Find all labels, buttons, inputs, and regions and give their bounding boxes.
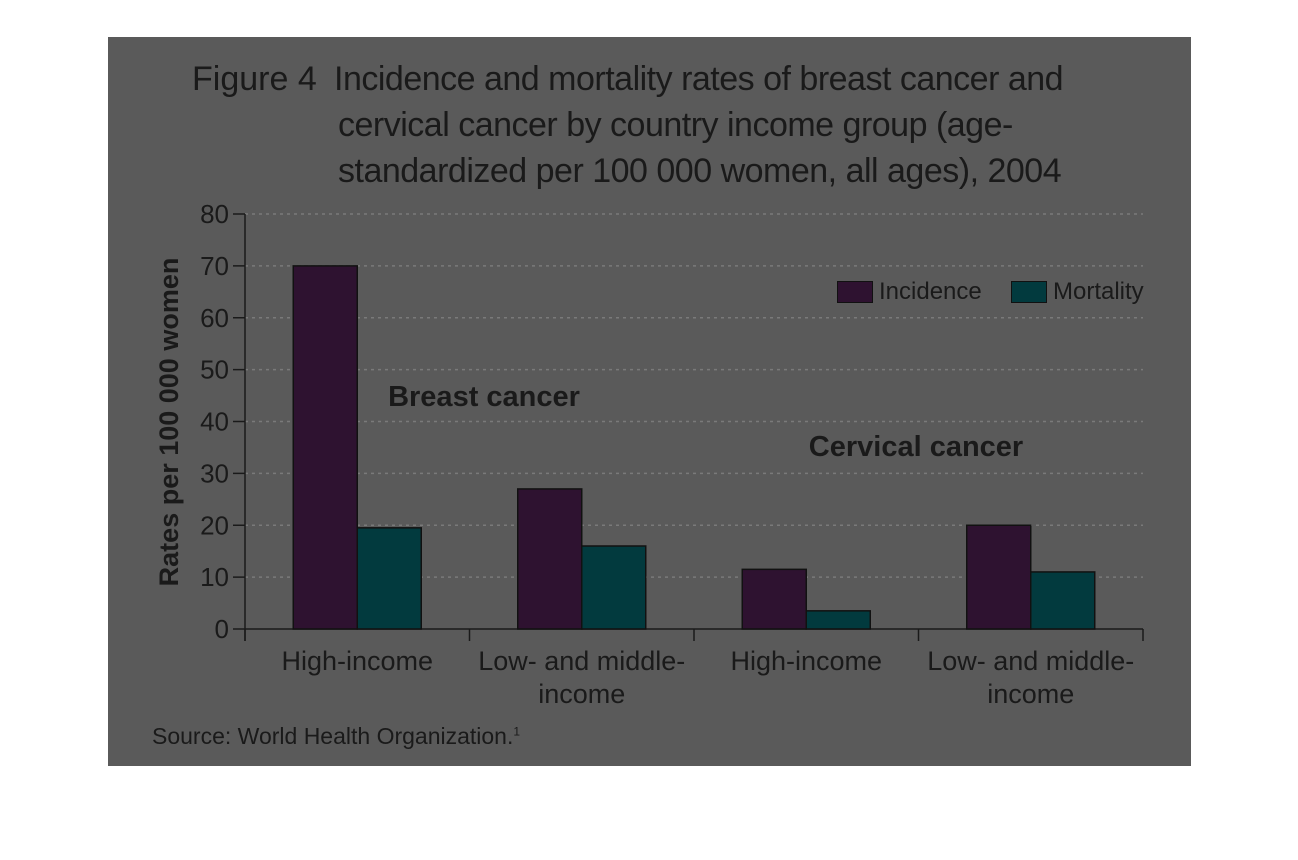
legend-item-mortality: Mortality bbox=[1011, 278, 1144, 306]
legend-label-mortality: Mortality bbox=[1053, 278, 1144, 305]
y-tick-label: 20 bbox=[200, 510, 229, 540]
y-tick-label: 50 bbox=[200, 355, 229, 385]
legend-swatch-mortality bbox=[1011, 281, 1047, 303]
legend-swatch-incidence bbox=[837, 281, 873, 303]
y-tick-label: 70 bbox=[200, 251, 229, 281]
x-tick-label: income bbox=[538, 679, 625, 709]
source-reference: 1 bbox=[513, 724, 521, 739]
legend-label-incidence: Incidence bbox=[879, 278, 982, 305]
bar-mortality bbox=[805, 610, 871, 630]
y-tick-label: 30 bbox=[200, 458, 229, 488]
group-label-cervical-cancer: Cervical cancer bbox=[809, 431, 1023, 463]
bar-mortality bbox=[1030, 571, 1096, 630]
y-tick-label: 60 bbox=[200, 303, 229, 333]
y-tick-label: 40 bbox=[200, 407, 229, 437]
legend-item-incidence: Incidence bbox=[837, 278, 982, 306]
source-note: Source: World Health Organization.1 bbox=[152, 723, 520, 750]
bar-mortality bbox=[356, 527, 422, 630]
y-tick-label: 10 bbox=[200, 562, 229, 592]
chart-title-line-3: standardized per 100 000 women, all ages… bbox=[338, 152, 1062, 190]
x-tick-label: High-income bbox=[281, 646, 433, 676]
figure-label: Figure 4 bbox=[192, 60, 317, 98]
chart-title-line-2: cervical cancer by country income group … bbox=[338, 106, 1013, 144]
y-tick-label: 80 bbox=[200, 199, 229, 229]
y-axis-label: Rates per 100 000 women bbox=[154, 258, 184, 587]
figure-panel bbox=[108, 37, 1191, 766]
y-tick-label: 0 bbox=[215, 614, 229, 644]
bar-incidence bbox=[966, 524, 1032, 630]
x-tick-label: income bbox=[987, 679, 1074, 709]
x-tick-label: Low- and middle- bbox=[927, 646, 1134, 676]
chart-title-line-1: Incidence and mortality rates of breast … bbox=[334, 60, 1064, 98]
x-tick-label: High-income bbox=[730, 646, 882, 676]
group-label-breast-cancer: Breast cancer bbox=[388, 381, 580, 413]
bar-incidence bbox=[292, 265, 358, 630]
bar-mortality bbox=[581, 545, 647, 630]
x-tick-label: Low- and middle- bbox=[478, 646, 685, 676]
bar-incidence bbox=[741, 568, 807, 630]
source-text: Source: World Health Organization. bbox=[152, 723, 514, 749]
bar-incidence bbox=[517, 488, 583, 630]
